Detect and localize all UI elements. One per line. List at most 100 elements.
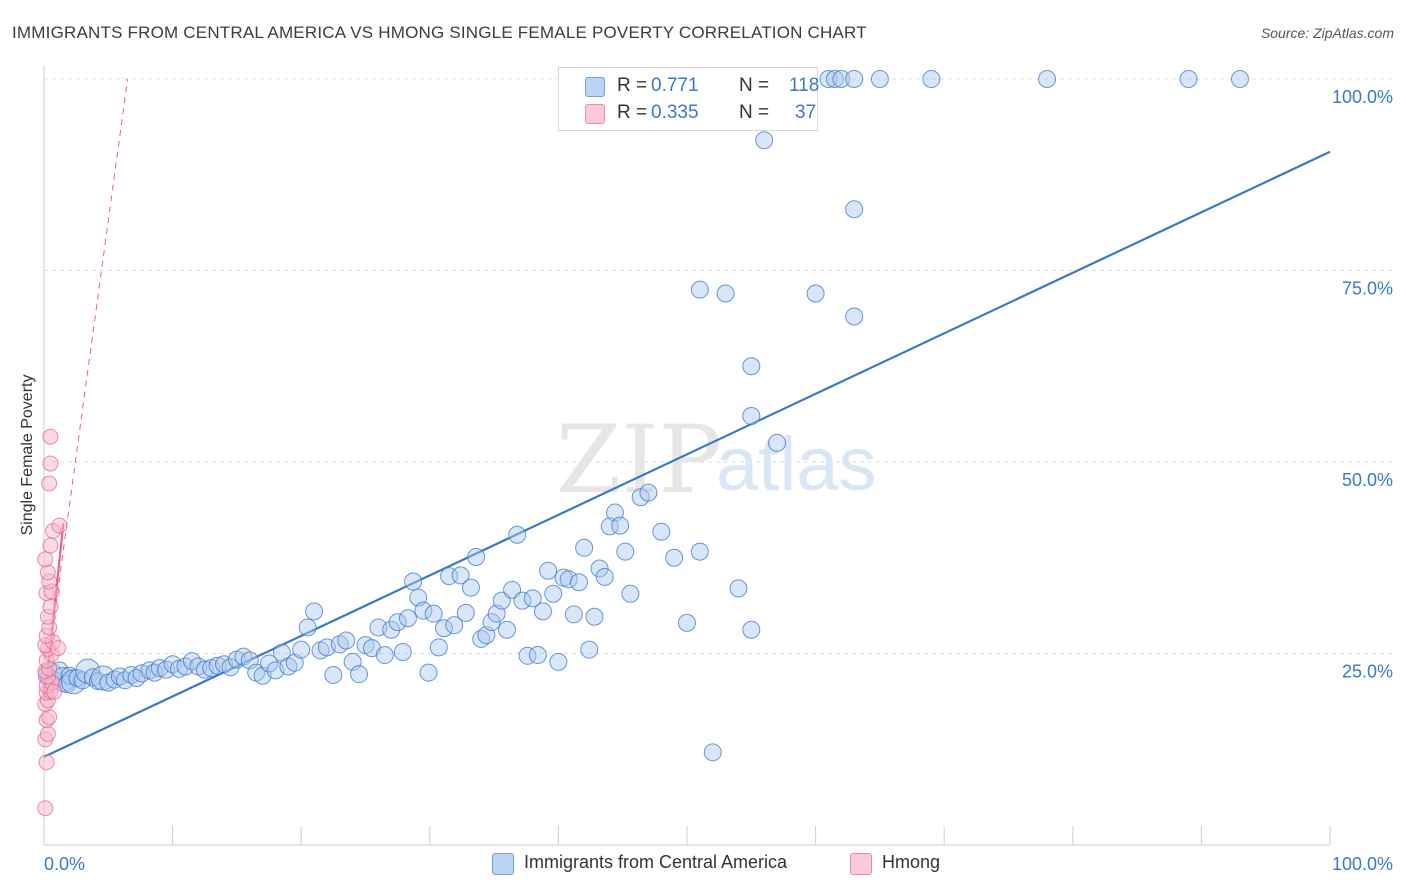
data-point <box>461 578 480 597</box>
data-point <box>755 131 774 150</box>
n-value: 37 <box>795 102 817 123</box>
n-label: N = <box>739 102 770 123</box>
data-point <box>742 357 761 376</box>
data-point <box>46 683 63 700</box>
data-point <box>105 670 124 689</box>
data-point <box>324 665 343 684</box>
x-tick-label: 0.0% <box>44 854 85 874</box>
data-point <box>375 646 394 665</box>
data-point <box>285 653 304 672</box>
data-point <box>549 652 568 671</box>
data-point <box>37 551 54 568</box>
stats-box: R = 0.771 N = 118 R = 0.335 N = 37 <box>558 67 820 131</box>
data-point <box>539 561 558 580</box>
data-point <box>518 646 537 665</box>
data-point <box>1230 70 1249 88</box>
data-point <box>298 618 317 637</box>
stats-swatch-blue <box>585 77 605 97</box>
data-point <box>832 70 851 88</box>
data-point <box>260 654 279 673</box>
data-point <box>845 70 864 88</box>
data-point <box>559 570 578 589</box>
data-point <box>590 559 609 578</box>
data-point <box>350 665 369 684</box>
legend-swatch-pink <box>850 853 872 875</box>
tick-labels: 25.0% 50.0% 75.0% 100.0% 0.0% 100.0% <box>44 87 1393 874</box>
data-point <box>639 483 658 502</box>
data-point <box>703 743 722 762</box>
data-point <box>819 70 838 88</box>
data-point <box>768 433 787 452</box>
data-point <box>38 754 55 771</box>
y-tick-label: 75.0% <box>1342 279 1393 299</box>
data-point <box>616 542 635 561</box>
data-point <box>221 658 240 677</box>
data-point <box>305 602 324 621</box>
data-point <box>1179 70 1198 88</box>
watermark-atlas: atlas <box>716 422 877 507</box>
data-point <box>729 579 748 598</box>
data-point <box>208 656 227 675</box>
chart-title: IMMIGRANTS FROM CENTRAL AMERICA VS HMONG… <box>12 23 867 42</box>
data-point <box>611 516 630 535</box>
data-point <box>75 658 101 684</box>
data-point <box>434 619 453 638</box>
data-point <box>451 566 470 585</box>
trend-line <box>43 150 1331 758</box>
data-point <box>292 640 311 659</box>
data-point <box>414 601 433 620</box>
data-point <box>1038 70 1057 88</box>
data-point <box>42 428 59 445</box>
data-point <box>585 607 604 626</box>
r-label: R = <box>617 75 648 96</box>
data-point <box>424 604 443 623</box>
data-point <box>456 603 475 622</box>
data-point <box>482 613 501 632</box>
trend-line <box>43 78 129 692</box>
data-point <box>580 640 599 659</box>
data-point <box>508 525 527 544</box>
data-point <box>845 200 864 219</box>
data-point <box>50 640 67 657</box>
data-point <box>690 542 709 561</box>
r-label: R = <box>617 102 648 123</box>
data-point <box>575 538 594 557</box>
series-central-america <box>37 70 1249 762</box>
data-point <box>716 284 735 303</box>
data-point <box>393 642 412 661</box>
data-point <box>806 284 825 303</box>
data-point <box>398 609 417 628</box>
data-point <box>621 584 640 603</box>
data-point <box>678 613 696 632</box>
data-point <box>825 70 844 88</box>
r-value: 0.335 <box>651 102 699 123</box>
data-point <box>39 564 56 581</box>
source-label: Source: ZipAtlas.com <box>1260 25 1394 41</box>
n-value: 118 <box>789 75 820 96</box>
data-point <box>870 70 889 88</box>
data-point <box>51 517 68 534</box>
data-point <box>419 663 438 682</box>
data-point <box>652 522 671 541</box>
data-point <box>595 567 614 586</box>
n-label: N = <box>739 75 770 96</box>
data-point <box>42 598 59 615</box>
data-point <box>404 572 423 591</box>
data-point <box>42 455 59 472</box>
data-point <box>445 616 464 635</box>
data-point <box>569 573 588 592</box>
data-point <box>429 638 448 657</box>
data-point <box>742 407 761 426</box>
data-point <box>41 475 58 492</box>
data-point <box>337 631 356 650</box>
r-value: 0.771 <box>651 75 699 96</box>
data-point <box>497 620 516 639</box>
series-hmong <box>37 428 68 817</box>
data-point <box>690 280 709 299</box>
data-point <box>544 584 563 603</box>
data-point <box>665 548 684 567</box>
legend-swatch-blue <box>492 853 514 875</box>
data-point <box>382 620 401 639</box>
data-point <box>742 620 761 639</box>
